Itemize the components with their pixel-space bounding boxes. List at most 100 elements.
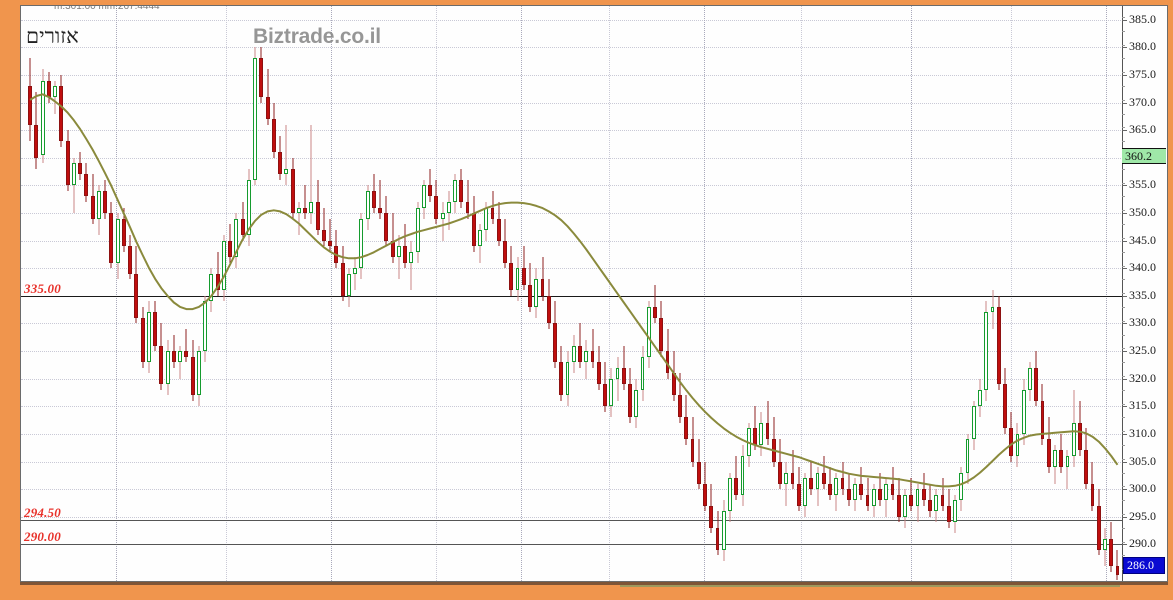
- candlestick[interactable]: [721, 500, 726, 561]
- candlestick[interactable]: [146, 301, 151, 374]
- candlestick[interactable]: [978, 378, 982, 418]
- candlestick[interactable]: [528, 262, 532, 313]
- candlestick[interactable]: [53, 80, 58, 114]
- candlestick[interactable]: [228, 224, 233, 263]
- candlestick[interactable]: [459, 168, 464, 208]
- candlestick[interactable]: [603, 362, 607, 412]
- candlestick[interactable]: [996, 295, 1001, 390]
- candlestick[interactable]: [971, 400, 976, 451]
- candlestick[interactable]: [796, 467, 801, 512]
- candlestick[interactable]: [828, 467, 832, 501]
- candlestick[interactable]: [940, 478, 945, 512]
- candlestick[interactable]: [890, 467, 895, 501]
- candlestick[interactable]: [1090, 461, 1095, 512]
- candlestick[interactable]: [65, 130, 70, 191]
- candlestick[interactable]: [284, 124, 289, 186]
- candlestick[interactable]: [134, 246, 139, 324]
- candlestick[interactable]: [209, 268, 214, 313]
- candlestick[interactable]: [40, 69, 45, 164]
- candlestick[interactable]: [859, 467, 864, 501]
- candlestick[interactable]: [1003, 367, 1007, 434]
- candlestick[interactable]: [690, 417, 695, 468]
- candlestick[interactable]: [196, 345, 201, 407]
- candlestick[interactable]: [596, 345, 601, 390]
- candlestick[interactable]: [653, 284, 657, 324]
- price-axis[interactable]: 385.0380.0375.0370.0365.0360.0355.0350.0…: [1122, 5, 1168, 582]
- candlestick[interactable]: [440, 202, 445, 241]
- candlestick[interactable]: [784, 461, 789, 506]
- candlestick[interactable]: [1078, 400, 1082, 456]
- candlestick[interactable]: [959, 467, 964, 512]
- candlestick[interactable]: [521, 246, 526, 291]
- candlestick[interactable]: [1084, 428, 1089, 490]
- candlestick[interactable]: [403, 224, 407, 269]
- candlestick[interactable]: [821, 456, 826, 490]
- candlestick[interactable]: [715, 511, 720, 556]
- candlestick[interactable]: [953, 494, 957, 534]
- candlestick[interactable]: [965, 433, 970, 484]
- candlestick[interactable]: [703, 461, 707, 512]
- candlestick[interactable]: [1096, 489, 1101, 556]
- candlestick[interactable]: [1040, 384, 1045, 445]
- candlestick[interactable]: [303, 185, 307, 219]
- candlestick[interactable]: [509, 246, 514, 296]
- candlestick[interactable]: [153, 301, 158, 352]
- candlestick[interactable]: [78, 152, 83, 180]
- candlestick[interactable]: [1053, 444, 1057, 484]
- candlestick[interactable]: [1028, 362, 1032, 401]
- candlestick[interactable]: [309, 124, 314, 225]
- candlestick[interactable]: [678, 373, 682, 423]
- candlestick[interactable]: [353, 257, 357, 291]
- candlestick[interactable]: [1009, 411, 1014, 462]
- candlestick[interactable]: [296, 202, 301, 236]
- candlestick[interactable]: [709, 483, 714, 534]
- candlestick[interactable]: [321, 207, 326, 247]
- candlestick[interactable]: [359, 213, 364, 280]
- candlestick[interactable]: [571, 334, 576, 374]
- candlestick[interactable]: [478, 224, 482, 263]
- candlestick[interactable]: [446, 190, 451, 230]
- candlestick[interactable]: [759, 411, 764, 456]
- candlestick[interactable]: [553, 301, 557, 368]
- candlestick[interactable]: [878, 472, 882, 506]
- candlestick[interactable]: [559, 345, 564, 401]
- candlestick[interactable]: [621, 345, 626, 390]
- candlestick[interactable]: [253, 47, 258, 186]
- candlestick[interactable]: [490, 190, 495, 225]
- candlestick[interactable]: [534, 268, 539, 318]
- candlestick[interactable]: [565, 351, 570, 407]
- candlestick[interactable]: [453, 174, 457, 214]
- candlestick[interactable]: [271, 102, 276, 158]
- candlestick[interactable]: [840, 461, 845, 495]
- candlestick[interactable]: [646, 301, 651, 368]
- candlestick[interactable]: [159, 323, 164, 390]
- candlestick[interactable]: [540, 257, 545, 302]
- candlestick[interactable]: [315, 179, 320, 236]
- candlestick[interactable]: [140, 306, 145, 368]
- candlestick[interactable]: [59, 75, 64, 147]
- candlestick[interactable]: [178, 345, 183, 379]
- candlestick[interactable]: [609, 367, 614, 418]
- candlestick[interactable]: [1046, 417, 1051, 473]
- candlestick[interactable]: [1103, 527, 1107, 567]
- candlestick[interactable]: [465, 179, 470, 219]
- candlestick[interactable]: [28, 58, 33, 142]
- candlestick[interactable]: [221, 235, 226, 302]
- candlestick[interactable]: [90, 174, 95, 225]
- candlestick[interactable]: [371, 174, 376, 214]
- candlestick[interactable]: [628, 367, 632, 423]
- candlestick[interactable]: [259, 47, 264, 103]
- candlestick[interactable]: [634, 378, 639, 429]
- candlestick[interactable]: [246, 168, 251, 247]
- candlestick[interactable]: [409, 240, 414, 291]
- candlestick[interactable]: [903, 489, 907, 528]
- candlestick[interactable]: [503, 218, 507, 269]
- candlestick[interactable]: [278, 135, 283, 180]
- candlestick[interactable]: [165, 340, 170, 396]
- candlestick[interactable]: [946, 489, 951, 528]
- candlestick[interactable]: [896, 478, 901, 523]
- candlestick[interactable]: [365, 185, 370, 230]
- candlestick[interactable]: [803, 472, 807, 517]
- candlestick[interactable]: [815, 467, 820, 506]
